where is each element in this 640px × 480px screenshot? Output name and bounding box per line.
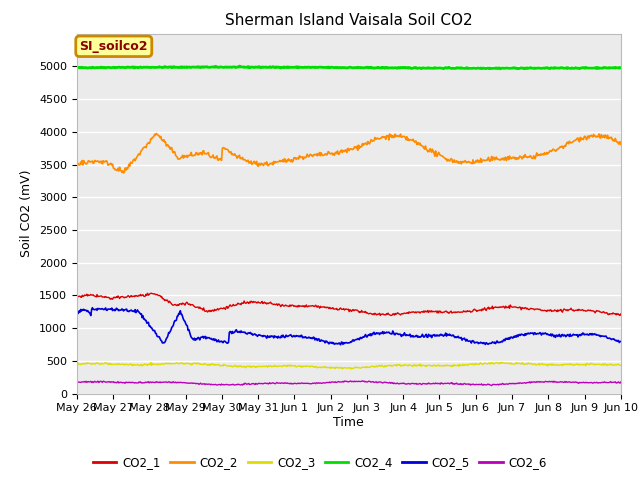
CO2_5 bbox=[337, 342, 344, 348]
CO2_3 bbox=[498, 360, 506, 366]
CO2_5 bbox=[565, 333, 573, 338]
CO2_4 bbox=[431, 65, 438, 71]
CO2_1 bbox=[564, 308, 572, 313]
CO2_2 bbox=[73, 162, 81, 168]
CO2_3 bbox=[347, 366, 355, 372]
CO2_6 bbox=[431, 381, 438, 387]
CO2_4 bbox=[206, 64, 214, 70]
Line: CO2_1: CO2_1 bbox=[77, 293, 621, 315]
Line: CO2_4: CO2_4 bbox=[77, 66, 621, 69]
CO2_3 bbox=[565, 361, 573, 367]
CO2_6 bbox=[498, 381, 506, 387]
CO2_1 bbox=[497, 304, 505, 310]
CO2_4 bbox=[227, 64, 234, 70]
CO2_5 bbox=[73, 311, 81, 316]
CO2_1 bbox=[246, 299, 253, 305]
CO2_2 bbox=[498, 156, 506, 161]
Text: SI_soilco2: SI_soilco2 bbox=[79, 40, 148, 53]
CO2_6 bbox=[206, 381, 214, 387]
CO2_3 bbox=[73, 361, 81, 367]
CO2_3 bbox=[617, 362, 625, 368]
CO2_1 bbox=[617, 311, 625, 317]
CO2_5 bbox=[246, 330, 253, 336]
CO2_6 bbox=[358, 378, 366, 384]
CO2_4 bbox=[565, 65, 573, 71]
CO2_4 bbox=[246, 64, 253, 70]
CO2_1 bbox=[227, 303, 235, 309]
CO2_3 bbox=[431, 363, 438, 369]
CO2_5 bbox=[88, 305, 96, 311]
CO2_6 bbox=[617, 379, 625, 385]
CO2_3 bbox=[227, 363, 234, 369]
CO2_2 bbox=[246, 160, 254, 166]
CO2_1 bbox=[207, 308, 214, 313]
CO2_6 bbox=[565, 379, 573, 385]
Line: CO2_5: CO2_5 bbox=[77, 308, 621, 345]
CO2_3 bbox=[245, 364, 253, 370]
CO2_6 bbox=[227, 382, 234, 388]
CO2_2 bbox=[565, 141, 573, 146]
CO2_2 bbox=[207, 155, 215, 160]
CO2_6 bbox=[245, 381, 253, 386]
CO2_2 bbox=[432, 148, 440, 154]
CO2_1 bbox=[431, 309, 438, 315]
CO2_5 bbox=[498, 338, 506, 344]
CO2_3 bbox=[492, 360, 500, 365]
CO2_2 bbox=[120, 170, 127, 176]
CO2_4 bbox=[498, 65, 506, 71]
CO2_1 bbox=[148, 290, 156, 296]
Line: CO2_2: CO2_2 bbox=[77, 133, 621, 173]
CO2_5 bbox=[207, 336, 214, 342]
Line: CO2_3: CO2_3 bbox=[77, 362, 621, 369]
CO2_5 bbox=[617, 338, 625, 344]
Y-axis label: Soil CO2 (mV): Soil CO2 (mV) bbox=[20, 170, 33, 257]
CO2_2 bbox=[152, 131, 160, 136]
Line: CO2_6: CO2_6 bbox=[77, 381, 621, 385]
Legend: CO2_1, CO2_2, CO2_3, CO2_4, CO2_5, CO2_6: CO2_1, CO2_2, CO2_3, CO2_4, CO2_5, CO2_6 bbox=[88, 452, 552, 474]
Title: Sherman Island Vaisala Soil CO2: Sherman Island Vaisala Soil CO2 bbox=[225, 13, 472, 28]
CO2_4 bbox=[236, 63, 243, 69]
CO2_6 bbox=[73, 379, 81, 385]
X-axis label: Time: Time bbox=[333, 416, 364, 429]
CO2_3 bbox=[206, 361, 214, 367]
CO2_4 bbox=[617, 65, 625, 71]
CO2_5 bbox=[227, 329, 235, 335]
CO2_1 bbox=[616, 312, 624, 318]
CO2_2 bbox=[617, 142, 625, 147]
CO2_4 bbox=[73, 65, 81, 71]
CO2_5 bbox=[432, 332, 440, 338]
CO2_1 bbox=[73, 295, 81, 301]
CO2_6 bbox=[488, 383, 495, 388]
CO2_2 bbox=[228, 152, 236, 157]
CO2_4 bbox=[497, 66, 504, 72]
